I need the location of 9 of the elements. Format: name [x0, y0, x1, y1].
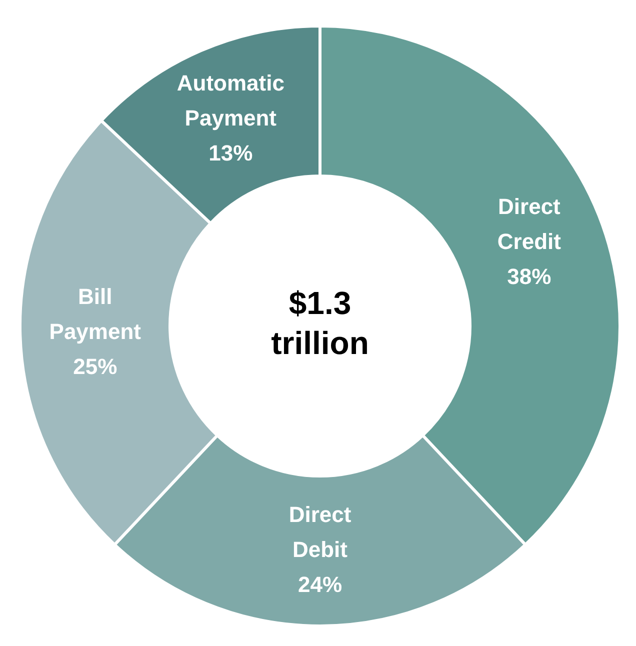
slice-label: Direct Debit [288, 502, 352, 562]
data-label: 24% [298, 572, 342, 597]
slice-label: Direct Credit [497, 194, 562, 254]
data-label: 13% [208, 140, 253, 166]
slice-label: Bill Payment [49, 284, 142, 344]
slice-label: Automatic Payment [176, 70, 284, 130]
text: $1.3 trillion [271, 285, 369, 362]
data-label: 25% [73, 354, 118, 379]
data-label: 38% [507, 264, 552, 289]
